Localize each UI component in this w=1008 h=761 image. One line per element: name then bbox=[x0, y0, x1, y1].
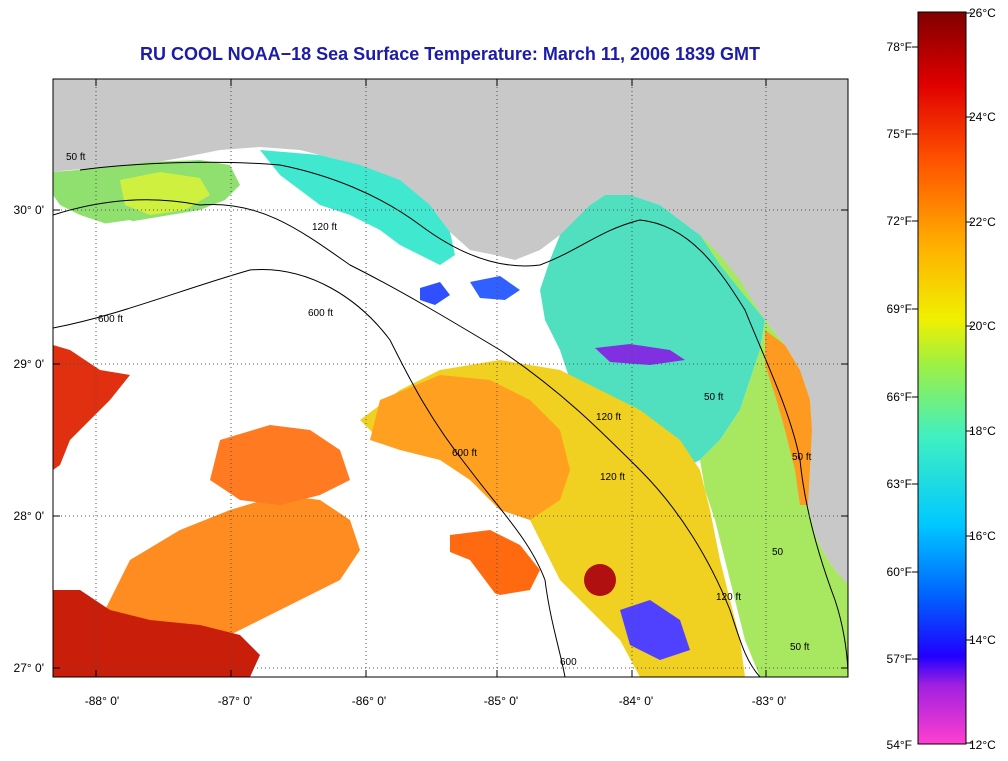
contour-label: 50 bbox=[772, 547, 784, 558]
colorbar-label-celsius: 18°C bbox=[969, 424, 996, 438]
colorbar-label-celsius: 20°C bbox=[969, 319, 996, 333]
latitude-label: 28° 0' bbox=[13, 509, 44, 523]
contour-label: 600 ft bbox=[98, 314, 123, 325]
cloud-south bbox=[360, 540, 500, 650]
colorbar-label-celsius: 24°C bbox=[969, 110, 996, 124]
sst-west-red bbox=[53, 345, 130, 470]
longitude-label: -87° 0' bbox=[217, 694, 253, 708]
contour-label: 50 ft bbox=[704, 392, 724, 403]
sst-cold-pocket-1 bbox=[420, 282, 450, 305]
cloud-gulf-center bbox=[240, 270, 420, 380]
colorbar-label-fahrenheit: 60°F bbox=[886, 565, 912, 579]
longitude-label: -85° 0' bbox=[483, 694, 519, 708]
sst-mid-orange bbox=[370, 375, 570, 520]
contour-label: 120 ft bbox=[716, 592, 741, 603]
contour-600ft bbox=[53, 269, 566, 677]
latitude-label: 27° 0' bbox=[13, 661, 44, 675]
sst-shelf-cyan bbox=[260, 150, 455, 265]
longitude-label: -88° 0' bbox=[84, 694, 120, 708]
map-frame bbox=[52, 78, 849, 678]
map-title: RU COOL NOAA−18 Sea Surface Temperature:… bbox=[139, 44, 761, 64]
contour-label: 600 ft bbox=[452, 448, 477, 459]
colorbar-label-celsius: 22°C bbox=[969, 215, 996, 229]
colorbar-ticks bbox=[912, 12, 972, 744]
colorbar-label-fahrenheit: 72°F bbox=[886, 214, 912, 228]
sst-nw-yellow bbox=[120, 172, 210, 215]
colorbar-label-fahrenheit: 57°F bbox=[886, 652, 912, 666]
sst-cold-pocket-4 bbox=[620, 600, 690, 660]
graticule bbox=[53, 79, 848, 677]
contour-label: 600 ft bbox=[308, 308, 333, 319]
colorbar bbox=[917, 11, 967, 745]
colorbar-label-fahrenheit: 75°F bbox=[886, 127, 912, 141]
contour-label: 120 ft bbox=[600, 472, 625, 483]
contour-label: 50 ft bbox=[790, 642, 810, 653]
bathymetry-contours bbox=[53, 161, 848, 677]
contour-label: 120 ft bbox=[312, 222, 337, 233]
contour-50ft bbox=[79, 161, 848, 677]
longitude-label: -83° 0' bbox=[751, 694, 787, 708]
colorbar-label-celsius: 26°C bbox=[969, 6, 996, 20]
land-north bbox=[53, 79, 848, 585]
latitude-label: 30° 0' bbox=[13, 203, 44, 217]
contour-label: 50 ft bbox=[66, 152, 86, 163]
colorbar-label-celsius: 16°C bbox=[969, 529, 996, 543]
longitude-label: -86° 0' bbox=[351, 694, 387, 708]
contour-label: 120 ft bbox=[596, 412, 621, 423]
sst-florida-nearshore bbox=[700, 235, 848, 677]
colorbar-label-fahrenheit: 69°F bbox=[886, 302, 912, 316]
sst-cold-pocket-3 bbox=[470, 276, 520, 300]
colorbar-label-fahrenheit: 78°F bbox=[886, 40, 912, 54]
axis-ticks bbox=[53, 79, 848, 677]
colorbar-label-fahrenheit: 54°F bbox=[886, 738, 912, 752]
contour-label: 600 bbox=[560, 657, 577, 668]
colorbar-label-fahrenheit: 63°F bbox=[886, 477, 912, 491]
sst-center-orange bbox=[210, 425, 350, 505]
sst-hot-spot bbox=[584, 564, 616, 596]
sst-cold-pocket-2 bbox=[595, 344, 685, 365]
colorbar-label-fahrenheit: 66°F bbox=[886, 390, 912, 404]
sst-sw-red-corner bbox=[53, 590, 260, 677]
latitude-label: 29° 0' bbox=[13, 357, 44, 371]
map-layers: 600 ft 600 ft 600 ft 120 ft 120 ft 120 f… bbox=[53, 79, 848, 677]
contour-label: 50 ft bbox=[792, 452, 812, 463]
longitude-label: -84° 0' bbox=[618, 694, 654, 708]
contour-120ft bbox=[53, 199, 761, 677]
colorbar-label-celsius: 12°C bbox=[969, 738, 996, 752]
cloud-west bbox=[60, 220, 220, 370]
colorbar-label-celsius: 14°C bbox=[969, 633, 996, 647]
